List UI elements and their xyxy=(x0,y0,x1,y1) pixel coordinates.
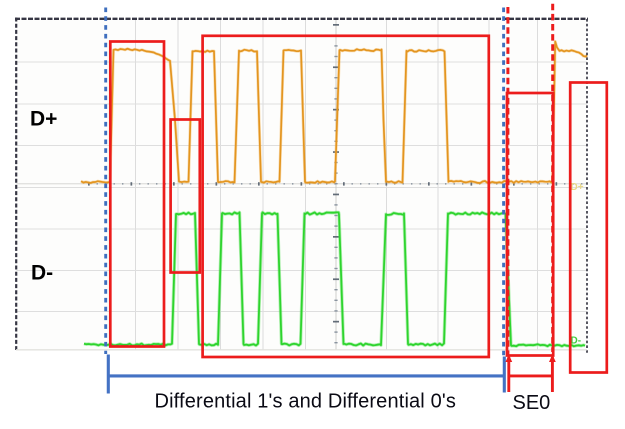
svg-text:D+: D+ xyxy=(571,182,584,193)
svg-text:D+: D+ xyxy=(30,108,57,131)
svg-text:D-: D- xyxy=(31,262,53,285)
svg-text:Differential 1's and Different: Differential 1's and Differential 0's xyxy=(155,391,457,413)
svg-text:SE0: SE0 xyxy=(513,392,551,414)
svg-text:D-: D- xyxy=(571,336,582,347)
